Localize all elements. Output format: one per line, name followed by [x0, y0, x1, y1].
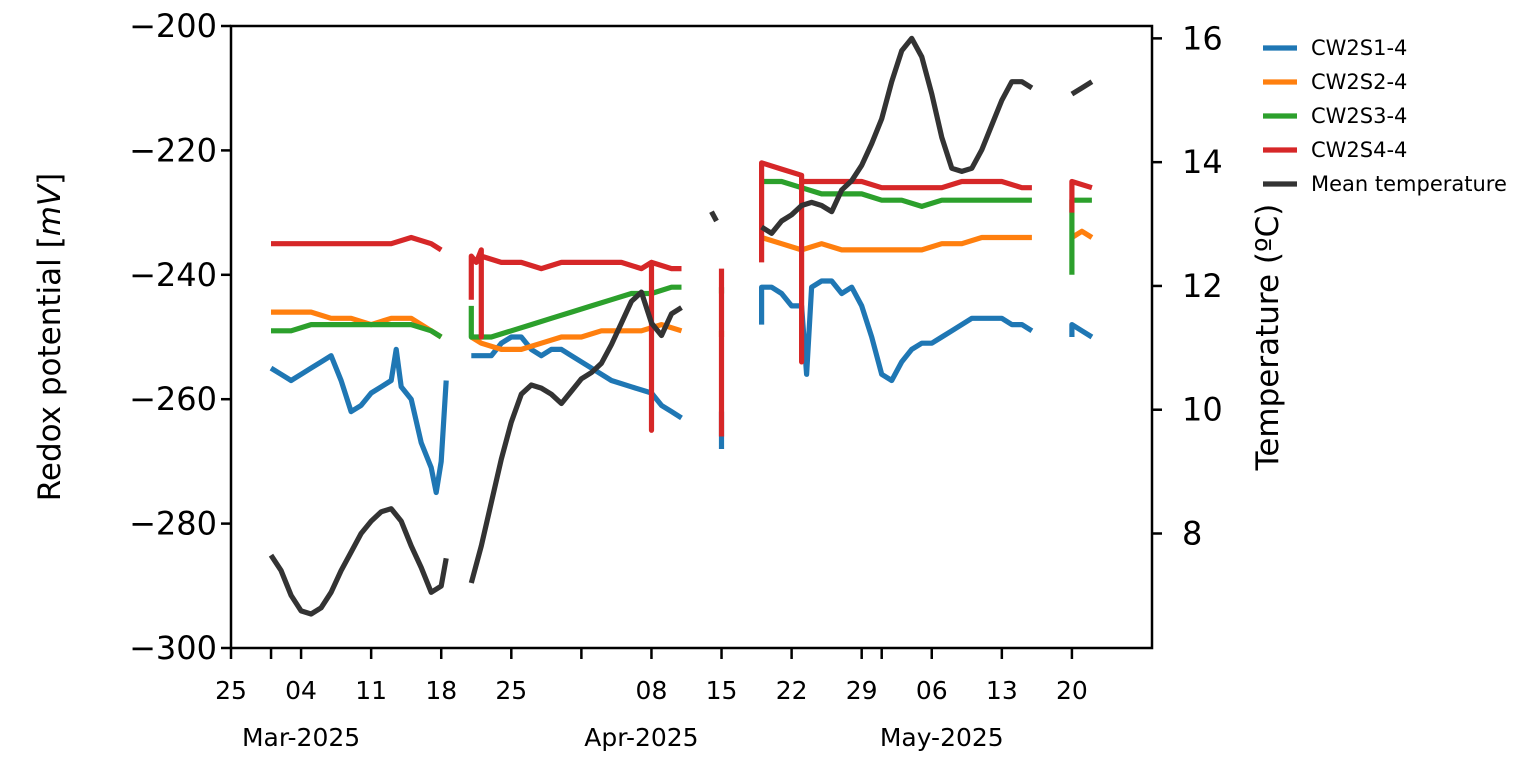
series-line-segment: [271, 309, 443, 340]
series-line-segment: [1070, 79, 1094, 97]
series-line-segment: [271, 234, 443, 253]
y-tick-label: −300: [129, 629, 217, 667]
y-tick-label: −240: [129, 256, 217, 294]
legend-label: CW2S1-4: [1311, 36, 1407, 60]
legend-item: CW2S3-4: [1263, 104, 1407, 128]
legend-label: CW2S3-4: [1311, 104, 1407, 128]
x-month-label: May-2025: [880, 723, 1004, 752]
y-axis-label-suffix: ]: [32, 173, 68, 185]
series-line-segment: [761, 178, 1032, 209]
legend-item: CW2S4-4: [1263, 138, 1407, 162]
y2-tick-label: 12: [1182, 267, 1223, 305]
y2-axis-label: Temperature (ºC): [1250, 204, 1286, 472]
x-axis: 25 04 11 18 25 08 15 22 29 06 13 20 Mar-2025 Apr-2025…: [215, 648, 1088, 752]
y-tick-label: −220: [129, 131, 217, 169]
x-month-label: Apr-2025: [584, 723, 698, 752]
x-tick-label: 20: [1056, 676, 1088, 705]
x-tick-label: 22: [776, 676, 808, 705]
series-layer: [268, 35, 1094, 617]
x-tick-label: 29: [846, 676, 878, 705]
y-tick-label: −200: [129, 7, 217, 45]
x-tick-label: 13: [986, 676, 1018, 705]
x-tick-label: 08: [636, 676, 668, 705]
series-cw2s1-4: [269, 278, 1094, 496]
x-tick-label: 15: [706, 676, 738, 705]
series-line-segment: [468, 289, 683, 584]
plot-frame: [229, 24, 1154, 650]
series-line-segment: [758, 160, 1032, 365]
series-line-segment: [1069, 322, 1094, 340]
series-line-segment: [268, 506, 449, 617]
y2-tick-label: 14: [1182, 143, 1223, 181]
y-axis-label-unit: mV: [32, 182, 68, 236]
left-y-axis: −300 −280 −260 −240 −220 −200: [129, 7, 231, 667]
series-line-segment: [469, 322, 683, 352]
series-cw2s4-4: [271, 160, 1093, 437]
series-line-segment: [269, 346, 449, 496]
y-tick-label: −280: [129, 505, 217, 543]
series-line-segment: [1070, 228, 1094, 240]
x-tick-label: 25: [215, 676, 247, 705]
y2-tick-label: 8: [1182, 515, 1202, 553]
legend-item: Mean temperature: [1263, 172, 1507, 196]
legend-label: CW2S4-4: [1311, 138, 1407, 162]
series-line-segment: [709, 210, 719, 223]
series-line-segment: [760, 234, 1032, 253]
y-axis-label: Redox potential [mV]: [32, 173, 68, 501]
legend-item: CW2S2-4: [1263, 70, 1407, 94]
series-cw2s2-4: [271, 228, 1094, 352]
x-tick-label: 11: [355, 676, 387, 705]
series-line-segment: [468, 247, 682, 433]
y2-tick-label: 16: [1182, 19, 1223, 57]
x-tick-label: 18: [425, 676, 457, 705]
y-tick-label: −260: [129, 380, 217, 418]
series-cw2s3-4: [271, 178, 1092, 340]
x-tick-label: 25: [495, 676, 527, 705]
series-line-segment: [760, 35, 1034, 236]
x-tick-label: 06: [916, 676, 948, 705]
right-y-axis: 8 10 12 14 16: [1152, 19, 1223, 553]
legend: CW2S1-4 CW2S2-4 CW2S3-4 CW2S4-4 Mean tempera…: [1263, 36, 1507, 196]
x-tick-label: 04: [285, 676, 317, 705]
y2-tick-label: 10: [1182, 391, 1223, 429]
series-line-segment: [1069, 178, 1093, 213]
axes-layer: [229, 24, 1154, 650]
x-month-label: Mar-2025: [242, 723, 360, 752]
series-mean-temperature: [268, 35, 1094, 617]
legend-label: CW2S2-4: [1311, 70, 1407, 94]
y-axis-label-prefix: Redox potential [: [32, 236, 68, 501]
series-line-segment: [271, 322, 443, 340]
legend-item: CW2S1-4: [1263, 36, 1407, 60]
legend-label: Mean temperature: [1311, 172, 1507, 196]
